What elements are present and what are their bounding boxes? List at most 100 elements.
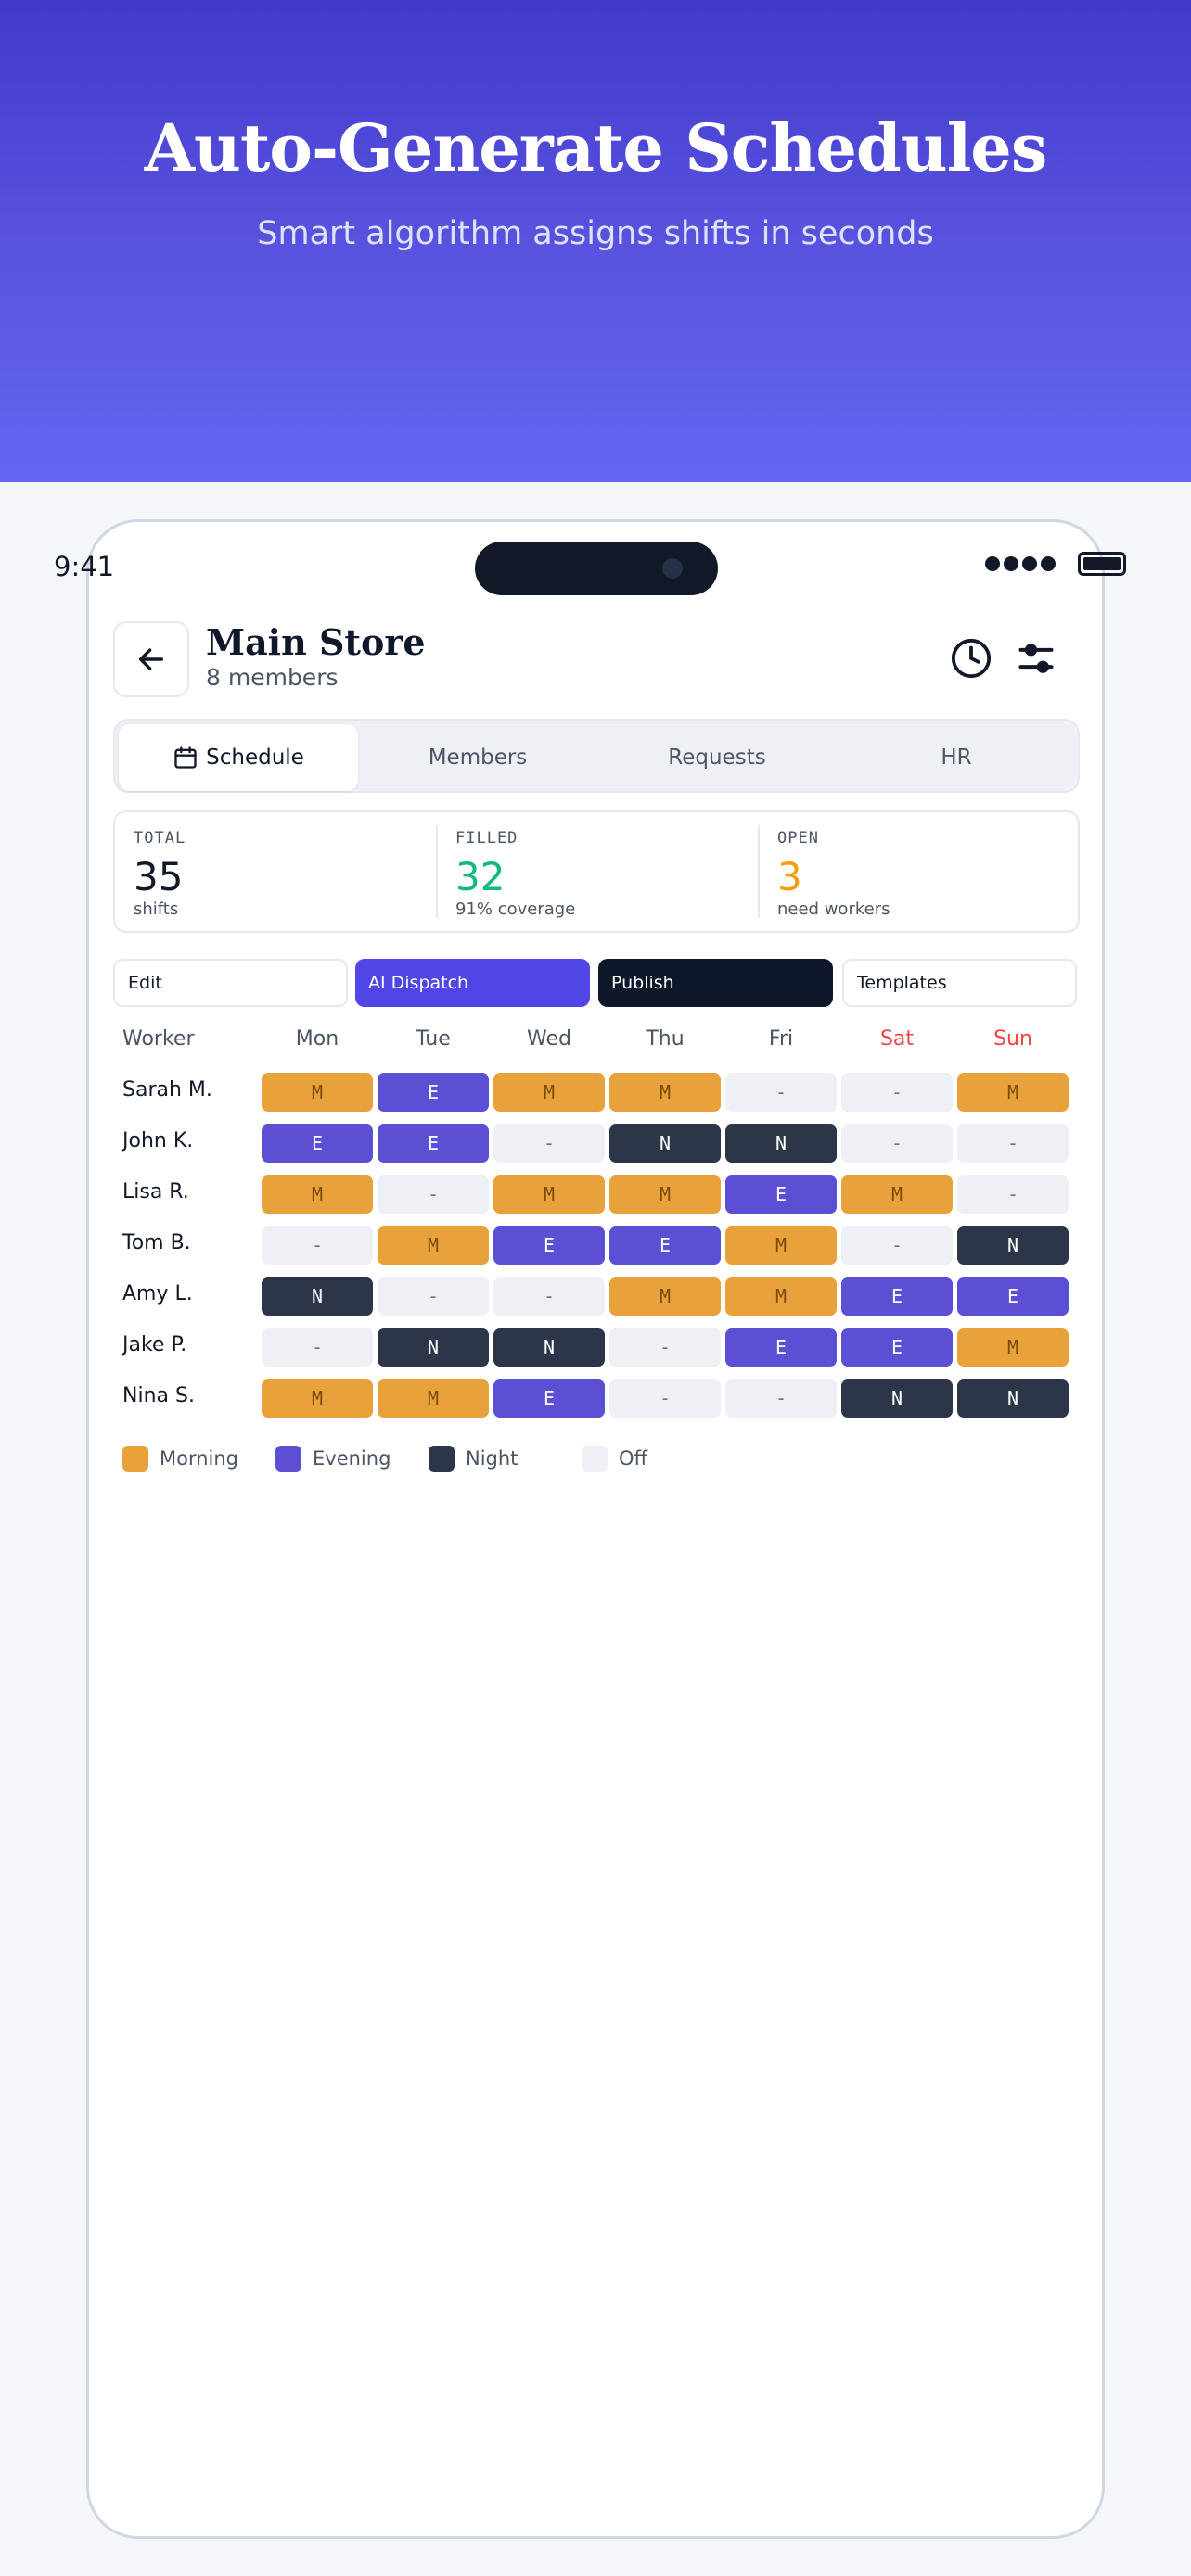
shift-cell[interactable]: - xyxy=(378,1175,489,1214)
worker-name: Lisa R. xyxy=(122,1180,189,1204)
shift-cell[interactable]: - xyxy=(957,1175,1069,1214)
shift-cell[interactable]: N xyxy=(493,1328,605,1367)
shift-cell[interactable]: E xyxy=(725,1175,837,1214)
ai-dispatch-button[interactable]: AI Dispatch xyxy=(355,959,590,1007)
shift-cell[interactable]: M xyxy=(725,1226,837,1265)
shift-cell[interactable]: E xyxy=(262,1124,373,1163)
templates-button[interactable]: Templates xyxy=(842,959,1077,1007)
member-count: 8 members xyxy=(206,664,339,691)
shift-cell[interactable]: N xyxy=(957,1226,1069,1265)
legend-item-morning: Morning xyxy=(122,1446,238,1472)
shift-cell[interactable]: - xyxy=(957,1124,1069,1163)
shift-cell[interactable]: N xyxy=(841,1379,953,1418)
shift-cell[interactable]: E xyxy=(378,1073,489,1112)
shift-cell[interactable]: M xyxy=(262,1073,373,1112)
stat-value: 3 xyxy=(777,854,802,899)
shift-cell[interactable]: E xyxy=(378,1124,489,1163)
legend-item-off: Off xyxy=(582,1446,647,1472)
back-arrow-icon xyxy=(138,648,164,670)
shift-cell[interactable]: - xyxy=(841,1226,953,1265)
tab-bar: Schedule Members Requests HR xyxy=(113,719,1080,793)
day-header-tue: Tue xyxy=(416,1027,451,1051)
stat-open: OPEN 3 need workers xyxy=(759,812,1080,931)
filter-button[interactable] xyxy=(1014,636,1058,681)
publish-button[interactable]: Publish xyxy=(598,959,833,1007)
shift-cell[interactable]: N xyxy=(262,1277,373,1316)
legend-item-night: Night xyxy=(429,1446,518,1472)
day-header-mon: Mon xyxy=(295,1027,339,1051)
history-button[interactable] xyxy=(949,636,993,681)
shift-cell[interactable]: M xyxy=(262,1379,373,1418)
stat-note: shifts xyxy=(134,899,179,919)
edit-button[interactable]: Edit xyxy=(113,959,348,1007)
shift-cell[interactable]: N xyxy=(378,1328,489,1367)
tab-members-label: Members xyxy=(428,746,528,770)
back-button[interactable] xyxy=(113,621,189,697)
shift-cell[interactable]: M xyxy=(609,1277,721,1316)
shift-cell[interactable]: M xyxy=(841,1175,953,1214)
worker-name: Amy L. xyxy=(122,1282,193,1306)
shift-cell[interactable]: M xyxy=(378,1226,489,1265)
stat-note: need workers xyxy=(777,899,890,919)
shift-cell[interactable]: E xyxy=(609,1226,721,1265)
stat-filled: FILLED 32 91% coverage xyxy=(437,812,758,931)
shift-cell[interactable]: - xyxy=(609,1379,721,1418)
hero-banner: Auto-Generate Schedules Smart algorithm … xyxy=(0,0,1191,482)
tab-hr[interactable]: HR xyxy=(837,724,1076,791)
shift-cell[interactable]: - xyxy=(493,1124,605,1163)
shift-cell[interactable]: E xyxy=(725,1328,837,1367)
shift-cell[interactable]: N xyxy=(609,1124,721,1163)
legend-swatch xyxy=(429,1446,455,1472)
shift-cell[interactable]: - xyxy=(493,1277,605,1316)
day-header-fri: Fri xyxy=(768,1027,794,1051)
legend-swatch xyxy=(582,1446,608,1472)
day-header-sun: Sun xyxy=(993,1027,1032,1051)
hero-title: Auto-Generate Schedules xyxy=(144,109,1047,186)
shift-cell[interactable]: - xyxy=(609,1328,721,1367)
worker-name: Sarah M. xyxy=(122,1078,212,1102)
shift-cell[interactable]: - xyxy=(378,1277,489,1316)
shift-cell[interactable]: - xyxy=(841,1124,953,1163)
shift-cell[interactable]: - xyxy=(262,1226,373,1265)
shift-cell[interactable]: E xyxy=(957,1277,1069,1316)
hero-subtitle: Smart algorithm assigns shifts in second… xyxy=(257,215,934,252)
worker-name: Nina S. xyxy=(122,1384,195,1408)
stats-card: TOTAL 35 shifts FILLED 32 91% coverage O… xyxy=(113,810,1080,933)
shift-cell[interactable]: E xyxy=(493,1226,605,1265)
sliders-icon xyxy=(1018,644,1054,673)
tab-schedule-label: Schedule xyxy=(206,746,304,770)
stat-note: 91% coverage xyxy=(455,899,576,919)
shift-cell[interactable]: E xyxy=(493,1379,605,1418)
shift-cell[interactable]: M xyxy=(725,1277,837,1316)
shift-cell[interactable]: M xyxy=(957,1328,1069,1367)
worker-column-header: Worker xyxy=(122,1027,195,1051)
shift-cell[interactable]: N xyxy=(725,1124,837,1163)
shift-cell[interactable]: E xyxy=(841,1277,953,1316)
shift-cell[interactable]: M xyxy=(493,1073,605,1112)
shift-cell[interactable]: M xyxy=(262,1175,373,1214)
worker-name: Tom B. xyxy=(122,1231,191,1255)
battery-icon xyxy=(1078,552,1126,576)
legend-label: Morning xyxy=(160,1447,239,1470)
shift-cell[interactable]: N xyxy=(957,1379,1069,1418)
legend-label: Off xyxy=(619,1447,647,1470)
legend-item-evening: Evening xyxy=(275,1446,391,1472)
shift-cell[interactable]: - xyxy=(262,1328,373,1367)
shift-cell[interactable]: - xyxy=(841,1073,953,1112)
stat-value: 32 xyxy=(455,854,506,899)
shift-cell[interactable]: M xyxy=(609,1175,721,1214)
tab-requests[interactable]: Requests xyxy=(597,724,837,791)
legend-swatch xyxy=(122,1446,148,1472)
shift-cell[interactable]: E xyxy=(841,1328,953,1367)
shift-cell[interactable]: - xyxy=(725,1379,837,1418)
tab-schedule[interactable]: Schedule xyxy=(119,724,358,791)
shift-cell[interactable]: M xyxy=(609,1073,721,1112)
tab-members[interactable]: Members xyxy=(358,724,597,791)
clock-icon xyxy=(951,638,992,679)
status-time: 9:41 xyxy=(54,551,115,582)
shift-cell[interactable]: M xyxy=(493,1175,605,1214)
shift-cell[interactable]: M xyxy=(378,1379,489,1418)
day-header-sat: Sat xyxy=(879,1027,915,1051)
shift-cell[interactable]: - xyxy=(725,1073,837,1112)
shift-cell[interactable]: M xyxy=(957,1073,1069,1112)
